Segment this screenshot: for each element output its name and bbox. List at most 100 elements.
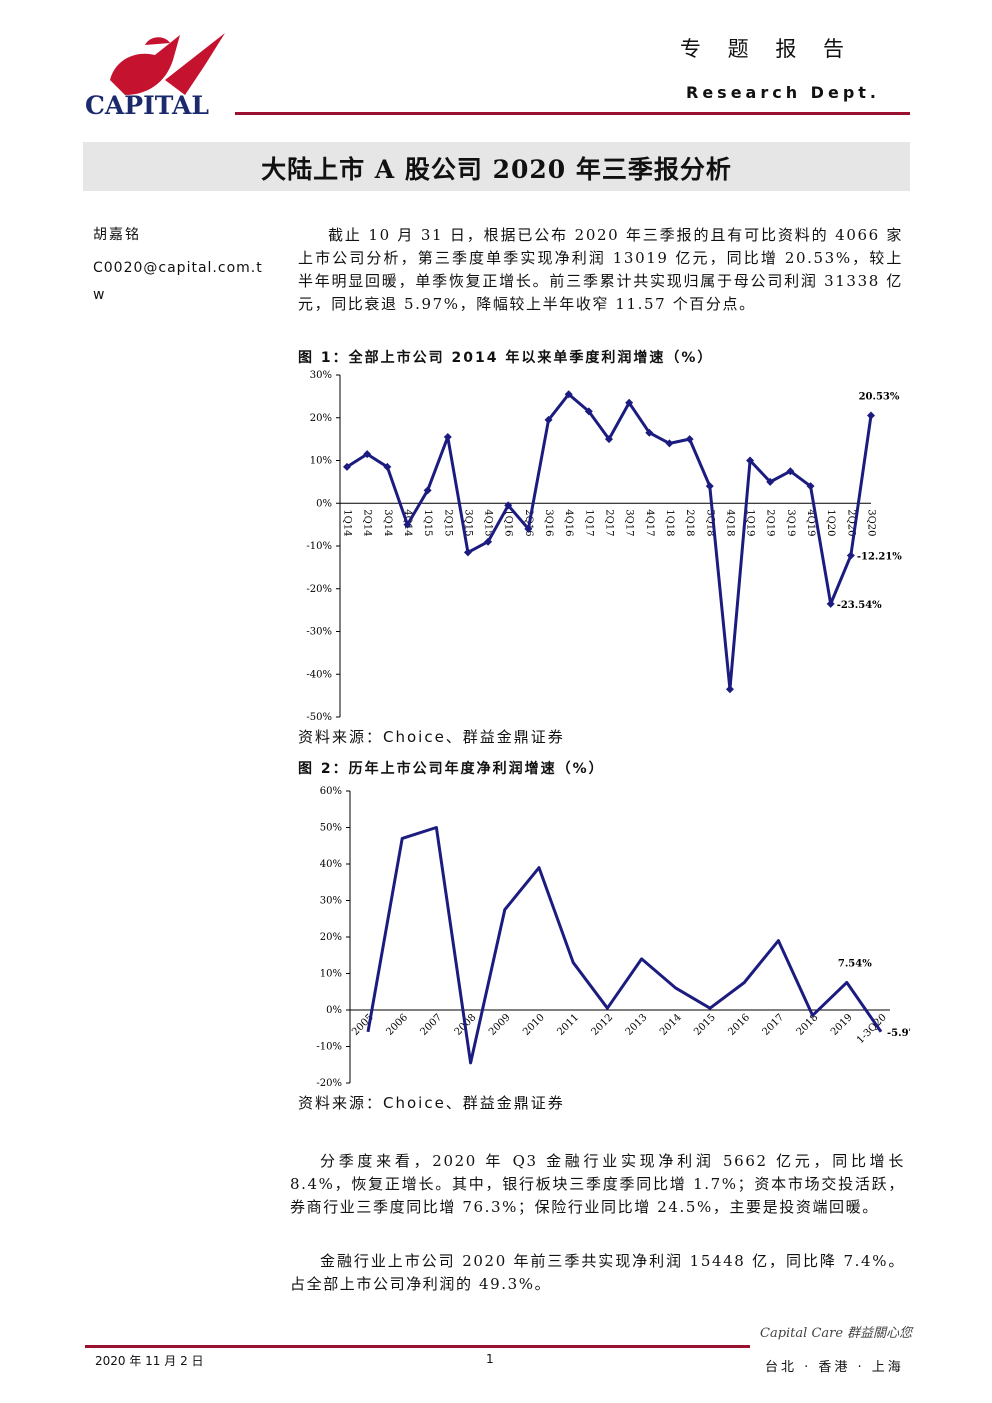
point xyxy=(665,439,674,448)
footer-rule xyxy=(85,1345,750,1348)
y-tick-label: 0% xyxy=(316,498,332,509)
y-tick-label: 30% xyxy=(320,896,342,907)
point xyxy=(584,407,593,416)
data-label: 7.54% xyxy=(838,958,872,969)
figure-caption: 图 1：全部上市公司 2014 年以来单季度利润增速（%） xyxy=(298,350,714,366)
logo: CAPITAL xyxy=(85,33,225,120)
x-tick-label: 2Q20 xyxy=(845,509,856,536)
slogan: Capital Care 群益關心您 xyxy=(760,1326,913,1341)
page-number: 1 xyxy=(486,1352,494,1366)
data-label: -5.97% xyxy=(887,1028,910,1039)
x-tick-label: 2Q14 xyxy=(362,509,373,536)
y-tick-label: 0% xyxy=(326,1005,342,1016)
header-rule xyxy=(235,112,910,115)
figure-caption: 图 2：历年上市公司年度净利润增速（%） xyxy=(298,761,605,777)
x-tick-label: 2Q15 xyxy=(442,509,453,536)
point xyxy=(524,524,533,533)
point xyxy=(343,462,351,471)
y-tick-label: 20% xyxy=(320,932,342,943)
point xyxy=(806,482,815,491)
point xyxy=(846,551,855,560)
point xyxy=(725,685,734,694)
x-tick-label: 2012 xyxy=(590,1012,616,1038)
x-tick-label: 1Q18 xyxy=(664,509,675,536)
x-tick-label: 1Q15 xyxy=(422,509,433,536)
x-tick-label: 4Q17 xyxy=(644,509,655,536)
chart: -50% -40% -30% -20% -10% 0% 10% 20% 30% 1Q14 2Q14 3… xyxy=(306,370,902,723)
chart: -20%-10%0%10%20%30%40%50%60%2005 2006 2007… xyxy=(316,786,910,1089)
report-type: 专 题 报 告 xyxy=(680,37,855,61)
x-tick-label: 3Q20 xyxy=(866,509,877,536)
y-tick-label: -10% xyxy=(316,1042,342,1053)
point xyxy=(544,415,553,424)
point xyxy=(705,482,714,491)
x-tick-label: 2015 xyxy=(692,1012,718,1038)
dept: Research Dept. xyxy=(686,83,880,102)
x-tick-label: 2010 xyxy=(521,1012,547,1038)
x-tick-label: 2009 xyxy=(487,1012,513,1038)
x-tick-label: 3Q15 xyxy=(462,509,473,536)
paragraph: 分季度来看，2020 年 Q3 金融行业实现净利润 5662 亿元，同比增长 8… xyxy=(290,1152,905,1216)
author: 胡嘉铭 xyxy=(93,227,141,243)
point xyxy=(605,435,613,444)
point xyxy=(423,486,432,495)
point xyxy=(685,435,694,444)
point xyxy=(867,411,875,420)
figure-source: 资料来源：Choice、群益金鼎证券 xyxy=(298,728,565,746)
x-tick-label: 2013 xyxy=(624,1012,650,1038)
x-tick-label: 3Q14 xyxy=(382,509,393,536)
point xyxy=(786,467,795,476)
data-label: -12.21% xyxy=(857,551,902,562)
point xyxy=(484,537,493,546)
point xyxy=(625,398,634,407)
y-tick-label: -20% xyxy=(316,1078,342,1089)
y-tick-label: 10% xyxy=(320,969,342,980)
paragraph: 金融行业上市公司 2020 年前三季共实现净利润 15448 亿，同比降 7.4… xyxy=(290,1252,905,1293)
email: C0020@capital.com.tw xyxy=(93,260,263,303)
footer-date: 2020 年 11 月 2 日 xyxy=(95,1354,204,1368)
paragraph: 截止 10 月 31 日，根据已公布 2020 年三季报的且有可比资料的 406… xyxy=(298,226,903,313)
x-tick-label: 2Q18 xyxy=(684,509,695,536)
point xyxy=(443,432,452,441)
x-tick-label: 3Q17 xyxy=(624,509,635,536)
x-tick-label: 2018 xyxy=(795,1012,821,1038)
x-tick-label: 2007 xyxy=(419,1012,445,1038)
x-tick-label: 4Q16 xyxy=(563,509,574,536)
x-tick-label: 3Q19 xyxy=(785,509,796,536)
x-tick-label: 1Q14 xyxy=(342,509,353,536)
point xyxy=(363,450,372,459)
x-tick-label: 2006 xyxy=(384,1012,410,1038)
x-tick-label: 2019 xyxy=(829,1012,855,1038)
point xyxy=(383,462,392,471)
cities: 台北 · 香港 · 上海 xyxy=(765,1360,904,1375)
x-tick-label: 1Q19 xyxy=(745,509,756,536)
data-label: -23.54% xyxy=(837,600,882,611)
y-tick-label: -40% xyxy=(306,669,332,680)
point xyxy=(403,520,412,529)
y-tick-label: 50% xyxy=(320,823,342,834)
title-box xyxy=(83,142,910,191)
point xyxy=(826,599,835,608)
x-tick-label: 2Q19 xyxy=(765,509,776,536)
y-tick-label: 40% xyxy=(320,859,342,870)
y-tick-label: -20% xyxy=(306,584,332,595)
x-tick-label: 2011 xyxy=(555,1012,581,1038)
y-tick-label: -50% xyxy=(306,712,332,723)
point xyxy=(645,428,654,437)
x-tick-label: 1Q20 xyxy=(825,509,836,536)
point xyxy=(746,456,755,465)
y-tick-label: 30% xyxy=(310,370,332,381)
y-tick-label: 10% xyxy=(310,456,332,467)
point xyxy=(463,548,472,557)
x-tick-label: 2016 xyxy=(726,1012,752,1038)
y-tick-label: 20% xyxy=(310,413,332,424)
point xyxy=(564,390,573,399)
x-tick-label: 3Q16 xyxy=(543,509,554,536)
y-tick-label: -30% xyxy=(306,627,332,638)
x-tick-label: 2Q17 xyxy=(604,509,615,536)
data-line xyxy=(366,826,883,1065)
y-tick-label: -10% xyxy=(306,541,332,552)
data-label: 20.53% xyxy=(859,391,900,402)
x-tick-label: 4Q18 xyxy=(724,509,735,536)
